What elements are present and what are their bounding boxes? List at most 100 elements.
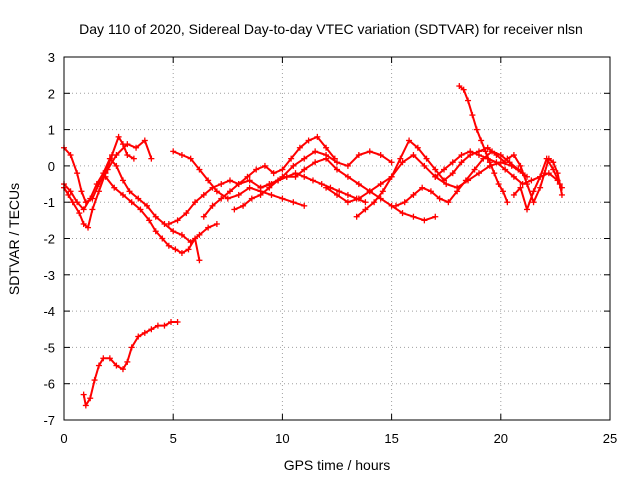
data-point <box>355 152 362 159</box>
data-point <box>244 173 251 180</box>
data-point <box>436 195 443 202</box>
data-point <box>524 181 531 188</box>
data-point <box>148 155 155 162</box>
data-point <box>76 210 83 217</box>
data-point <box>558 191 565 198</box>
data-point <box>100 355 107 362</box>
data-point <box>141 329 148 336</box>
data-point <box>312 148 319 155</box>
data-point <box>312 159 319 166</box>
data-point <box>235 181 242 188</box>
x-tick-label: 0 <box>60 431 67 446</box>
data-point <box>432 213 439 220</box>
data-point <box>290 162 297 169</box>
data-point <box>137 206 144 213</box>
data-point <box>104 166 111 173</box>
data-point <box>248 195 255 202</box>
data-point <box>246 177 253 184</box>
data-point <box>397 155 404 162</box>
data-point <box>187 239 194 246</box>
data-point <box>87 195 94 202</box>
data-point <box>148 326 155 333</box>
data-point <box>135 333 142 340</box>
data-point <box>519 170 526 177</box>
data-point <box>91 377 98 384</box>
data-point <box>89 206 96 213</box>
data-markers <box>61 83 565 409</box>
data-point <box>462 177 469 184</box>
data-point <box>296 144 303 151</box>
data-point <box>218 195 225 202</box>
data-point <box>178 152 185 159</box>
series-track-7 <box>167 135 336 225</box>
data-point <box>541 170 548 177</box>
data-point <box>159 235 166 242</box>
data-point <box>473 126 480 133</box>
data-point <box>475 152 482 159</box>
y-tick-label: 0 <box>48 159 55 174</box>
data-point <box>213 220 220 227</box>
data-point <box>550 166 557 173</box>
data-point <box>178 250 185 257</box>
data-point <box>506 159 513 166</box>
data-point <box>196 257 203 264</box>
data-point <box>301 155 308 162</box>
data-point <box>67 188 74 195</box>
data-point <box>82 199 89 206</box>
x-axis-ticks: 0 5 10 15 20 25 <box>60 57 617 446</box>
data-point <box>469 112 476 119</box>
data-point <box>113 162 120 169</box>
data-point <box>406 137 413 144</box>
data-point <box>113 152 120 159</box>
data-point <box>443 181 450 188</box>
data-point <box>323 144 330 151</box>
data-point <box>87 395 94 402</box>
data-point <box>392 202 399 209</box>
data-point <box>266 181 273 188</box>
data-point <box>82 402 89 409</box>
data-point <box>478 137 485 144</box>
grid-lines <box>64 57 610 420</box>
data-point <box>410 213 417 220</box>
data-point <box>119 191 126 198</box>
data-point <box>74 170 81 177</box>
data-point <box>209 202 216 209</box>
data-point <box>174 318 181 325</box>
x-tick-label: 25 <box>603 431 617 446</box>
series-track-17 <box>512 157 561 211</box>
data-point <box>517 162 524 169</box>
data-point <box>240 202 247 209</box>
data-point <box>524 173 531 180</box>
data-point <box>508 162 515 169</box>
data-point <box>185 246 192 253</box>
x-axis-title: GPS time / hours <box>284 457 391 473</box>
data-point <box>554 177 561 184</box>
data-point <box>388 173 395 180</box>
data-point <box>427 188 434 195</box>
data-point <box>528 177 535 184</box>
data-point <box>410 191 417 198</box>
x-tick-label: 20 <box>494 431 508 446</box>
data-point <box>113 362 120 369</box>
data-point <box>550 159 557 166</box>
data-point <box>200 191 207 198</box>
data-point <box>80 391 87 398</box>
data-point <box>510 173 517 180</box>
y-tick-label: 2 <box>48 86 55 101</box>
data-point <box>141 137 148 144</box>
data-point <box>309 177 316 184</box>
data-point <box>331 155 338 162</box>
data-point <box>161 322 168 329</box>
data-point <box>226 177 233 184</box>
y-axis-title: SDTVAR / TECUs <box>6 183 22 295</box>
data-point <box>253 166 260 173</box>
data-point <box>336 188 343 195</box>
data-point <box>143 202 150 209</box>
data-point <box>128 199 135 206</box>
data-point <box>174 217 181 224</box>
data-point <box>456 83 463 90</box>
data-traces <box>63 85 563 407</box>
data-point <box>268 191 275 198</box>
data-point <box>270 170 277 177</box>
